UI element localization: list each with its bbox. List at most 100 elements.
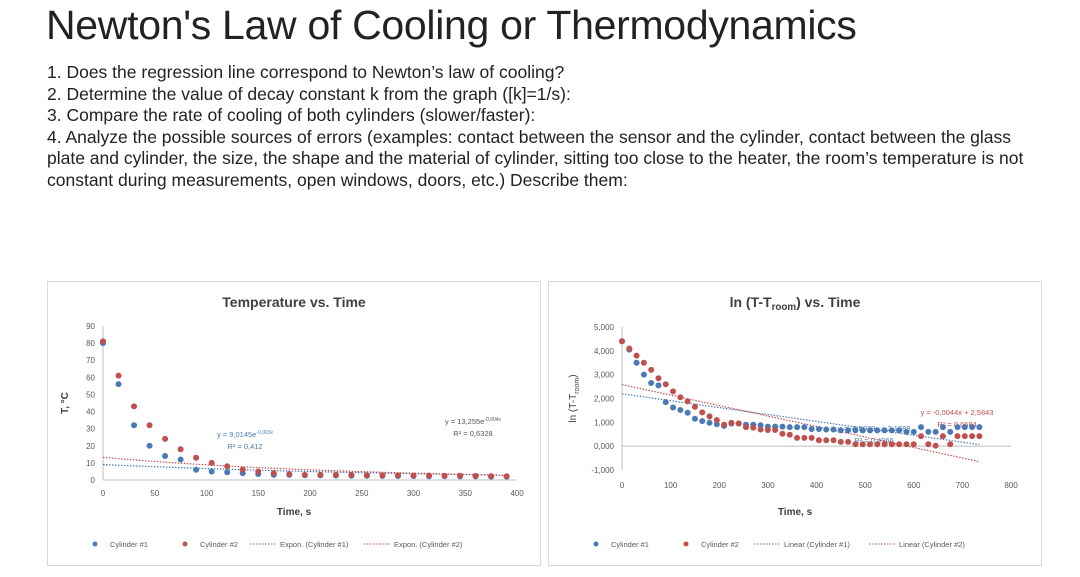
data-point-cylinder-1 [208, 468, 215, 475]
data-point-cylinder-2 [969, 433, 976, 440]
data-point-cylinder-1 [918, 424, 925, 431]
data-point-cylinder-2 [815, 437, 822, 444]
data-point-cylinder-1 [655, 382, 662, 389]
trendline-equation: y = -0,0044x + 2,5843 [921, 408, 994, 417]
data-point-cylinder-2 [270, 470, 277, 477]
data-point-cylinder-1 [131, 422, 138, 429]
data-point-cylinder-2 [633, 352, 640, 359]
data-point-cylinder-2 [677, 394, 684, 401]
y-tick-label: 70 [86, 356, 95, 365]
trendline-equation: y = -0,0029x + 2,1988 [838, 424, 911, 433]
legend-marker [92, 541, 98, 547]
data-point-cylinder-2 [866, 441, 873, 448]
y-tick-label: 2,000 [594, 395, 615, 404]
x-tick-label: 100 [200, 489, 214, 498]
data-point-cylinder-1 [684, 409, 691, 416]
data-point-cylinder-2 [626, 345, 633, 352]
data-point-cylinder-1 [866, 427, 873, 434]
data-point-cylinder-1 [830, 426, 837, 433]
data-point-cylinder-2 [488, 473, 495, 480]
data-point-cylinder-1 [786, 424, 793, 431]
x-tick-label: 300 [407, 489, 421, 498]
data-point-cylinder-1 [976, 424, 983, 431]
data-point-cylinder-1 [874, 427, 881, 434]
data-point-cylinder-1 [881, 427, 888, 434]
temperature-chart: Temperature vs. Time 0 50 100 150 200 250 300 35… [47, 281, 541, 566]
data-point-cylinder-1 [794, 424, 801, 431]
y-axis-label: T, °C [60, 392, 71, 414]
question-1: 1. Does the regression line correspond t… [47, 62, 565, 82]
question-4: 4. Analyze the possible sources of error… [47, 126, 1024, 190]
data-point-cylinder-1 [146, 442, 153, 449]
y-tick-label: 5,000 [594, 323, 615, 332]
x-tick-label: 600 [907, 481, 921, 490]
data-point-cylinder-2 [764, 426, 771, 433]
trendline-2 [621, 384, 980, 463]
data-point-cylinder-2 [640, 359, 647, 366]
x-tick-label: 100 [664, 481, 678, 490]
data-point-cylinder-2 [852, 441, 859, 448]
data-point-cylinder-1 [910, 428, 917, 435]
data-point-cylinder-2 [691, 403, 698, 410]
y-tick-label: 10 [86, 459, 95, 468]
chart-title: ln (T-Troom) vs. Time [730, 294, 861, 313]
data-point-cylinder-1 [888, 427, 895, 434]
data-point-cylinder-2 [939, 433, 946, 440]
y-tick-label: 30 [86, 425, 95, 434]
data-point-cylinder-1 [677, 406, 684, 413]
data-point-cylinder-2 [801, 434, 808, 441]
legend-label: Linear (Cylinder #2) [899, 540, 965, 549]
trendline-r2: R² = 0,4966 [854, 436, 893, 445]
data-point-cylinder-2 [757, 426, 764, 433]
data-point-cylinder-1 [633, 359, 640, 366]
data-point-cylinder-2 [503, 473, 510, 480]
data-point-cylinder-2 [794, 434, 801, 441]
data-point-cylinder-1 [939, 424, 946, 431]
data-point-cylinder-1 [757, 422, 764, 429]
data-point-cylinder-1 [969, 424, 976, 431]
data-point-cylinder-2 [706, 413, 713, 420]
trendline-equation: y = 13,255e-0,004x [445, 417, 502, 426]
y-axis-label: ln (T-Troom) [568, 374, 581, 422]
data-point-cylinder-2 [779, 430, 786, 437]
data-point-cylinder-1 [713, 421, 720, 428]
data-point-cylinder-1 [801, 424, 808, 431]
questions-list: 1. Does the regression line correspond t… [47, 62, 1037, 191]
x-axis-label: Time, s [277, 507, 312, 518]
data-point-cylinder-2 [699, 409, 706, 416]
data-point-cylinder-1 [699, 418, 706, 425]
y-tick-label: 4,000 [594, 347, 615, 356]
y-tick-label: 1,000 [594, 418, 615, 427]
legend-label: Cylinder #1 [110, 540, 148, 549]
question-3: 3. Compare the rate of cooling of both c… [47, 105, 536, 125]
legend-label: Cylinder #2 [200, 540, 238, 549]
y-tick-label: 40 [86, 408, 95, 417]
data-point-cylinder-2 [713, 416, 720, 423]
data-point-cylinder-2 [910, 441, 917, 448]
trendline-1 [621, 393, 980, 446]
legend-label: Cylinder #2 [701, 540, 739, 549]
data-point-cylinder-1 [648, 380, 655, 387]
data-point-cylinder-2 [619, 338, 625, 345]
data-point-cylinder-1 [947, 428, 954, 435]
data-point-cylinder-2 [742, 424, 749, 431]
data-point-cylinder-1 [852, 427, 859, 434]
data-point-cylinder-2 [750, 424, 757, 431]
data-point-cylinder-2 [888, 441, 895, 448]
data-point-cylinder-2 [457, 472, 464, 479]
data-point-cylinder-2 [684, 398, 691, 405]
data-point-cylinder-2 [932, 442, 939, 449]
data-point-cylinder-1 [193, 466, 200, 473]
x-tick-label: 350 [459, 489, 473, 498]
data-point-cylinder-1 [779, 423, 786, 430]
y-tick-label: 20 [86, 442, 95, 451]
data-point-cylinder-2 [961, 433, 968, 440]
data-point-cylinder-1 [808, 426, 815, 433]
chart-title: Temperature vs. Time [222, 294, 366, 310]
x-tick-label: 50 [150, 489, 159, 498]
data-point-cylinder-2 [301, 471, 308, 478]
x-tick-label: 150 [252, 489, 266, 498]
data-point-cylinder-1 [115, 381, 122, 388]
data-point-cylinder-2 [255, 468, 262, 475]
